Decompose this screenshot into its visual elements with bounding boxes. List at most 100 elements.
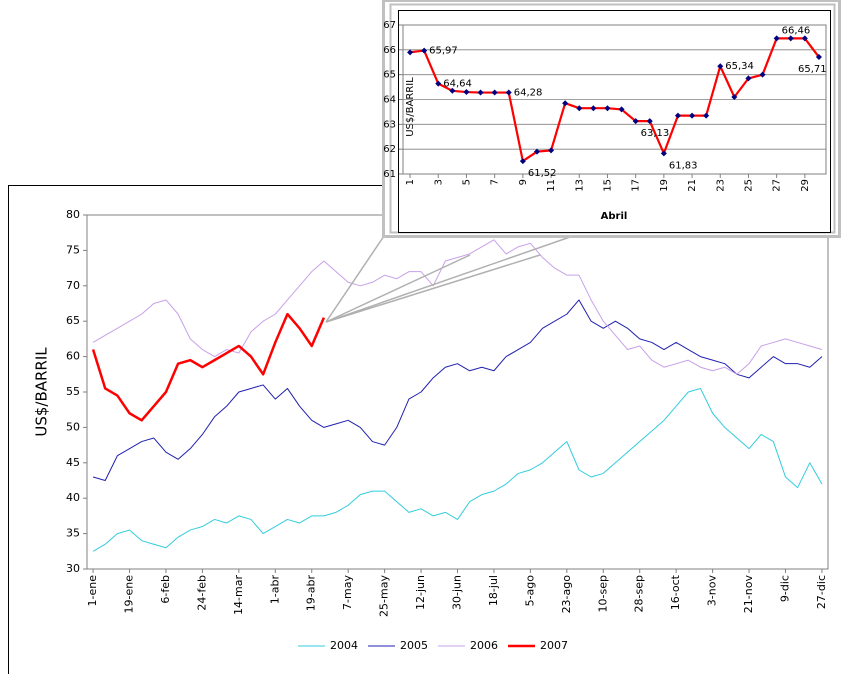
x-tick-label: 1-ene: [86, 575, 99, 607]
main-chart: 30 35 40 45 50 55 60 65 70 75 80 1-ene 19-ene 6-feb 24…: [66, 208, 828, 652]
x-tick-label: 9-dic: [778, 575, 791, 602]
x-tick-label: 6-feb: [159, 575, 172, 604]
x-tick-label: 13: [574, 179, 585, 192]
x-tick-label: 23: [715, 179, 726, 192]
callout-line: [325, 254, 541, 323]
x-tick-label: 27: [772, 179, 783, 192]
x-tick-label: 5-ago: [523, 575, 536, 607]
data-label: 64,28: [514, 88, 543, 99]
y-tick-label: 40: [66, 491, 80, 504]
x-tick-label: 18-jul: [487, 575, 500, 606]
x-tick-label: 1-abr: [268, 575, 281, 605]
data-label: 66,46: [782, 25, 811, 36]
callout: [325, 235, 571, 323]
point-marker: [435, 80, 442, 87]
data-label: 64,64: [443, 79, 472, 90]
data-label: 61,83: [669, 160, 698, 171]
point-marker: [533, 148, 540, 155]
legend-label: 2005: [400, 639, 428, 652]
x-tick-label: 7-may: [341, 575, 354, 610]
x-tick-label: 19: [659, 179, 670, 192]
point-marker: [407, 49, 414, 56]
y-tick-label: 45: [66, 456, 80, 469]
point-marker: [449, 87, 456, 94]
y-tick-label: 50: [66, 420, 80, 433]
point-marker: [773, 35, 780, 42]
point-marker: [463, 89, 470, 96]
point-marker: [519, 158, 526, 165]
point-marker: [703, 112, 710, 119]
x-tick-label: 25-may: [378, 575, 391, 617]
x-tick-label: 15: [602, 179, 613, 192]
data-label: 63,13: [641, 128, 670, 139]
x-tick-label: 27-dic: [815, 575, 828, 609]
data-label: 65,71: [798, 64, 827, 75]
x-tick-label: 3-nov: [706, 575, 719, 607]
point-marker: [505, 89, 512, 96]
x-tick-label: 29: [800, 179, 811, 192]
point-marker: [787, 35, 794, 42]
point-marker: [660, 150, 667, 157]
point-marker: [689, 112, 696, 119]
y-tick-label: 61: [383, 169, 396, 180]
y-tick-label: 67: [383, 20, 396, 31]
point-marker: [477, 89, 484, 96]
x-tick-label: 14-mar: [232, 575, 245, 615]
x-tick-label: 9: [518, 179, 529, 185]
point-marker: [745, 75, 752, 82]
x-tick-label: 11: [546, 179, 557, 192]
series-line: [92, 239, 823, 375]
callout-line: [325, 236, 571, 323]
x-tick-label: 23-ago: [560, 575, 573, 614]
series-line: [92, 299, 823, 481]
data-label: 61,52: [528, 168, 557, 179]
point-marker: [632, 118, 639, 125]
point-marker: [618, 106, 625, 113]
x-tick-label: 19-ene: [123, 575, 136, 614]
point-marker: [604, 105, 611, 112]
point-marker: [491, 89, 498, 96]
x-tick-label: 3: [433, 179, 444, 185]
series-line: [92, 387, 823, 552]
legend-label: 2006: [470, 639, 498, 652]
main-y-title: US$/BARRIL: [33, 347, 51, 437]
y-tick-label: 35: [66, 527, 80, 540]
x-tick-label: 1: [405, 179, 416, 185]
y-tick-label: 66: [383, 45, 396, 56]
y-tick-label: 62: [383, 144, 396, 155]
x-tick-label: 25: [743, 179, 754, 192]
point-marker: [576, 105, 583, 112]
point-marker: [674, 112, 681, 119]
point-marker: [731, 94, 738, 101]
x-tick-label: 5: [461, 179, 472, 185]
point-marker: [590, 105, 597, 112]
point-marker: [548, 147, 555, 154]
x-tick-label: 21-nov: [742, 575, 755, 614]
inset-y-title: US$/BARRIL: [405, 77, 416, 137]
x-tick-label: 19-abr: [305, 575, 318, 612]
x-tick-label: 10-sep: [596, 575, 609, 612]
y-tick-label: 75: [66, 243, 80, 256]
callout-line: [325, 235, 385, 323]
point-marker: [815, 54, 822, 61]
x-tick-label: 28-sep: [633, 575, 646, 612]
y-tick-label: 65: [383, 70, 396, 81]
y-tick-label: 64: [383, 95, 396, 106]
y-tick-label: 55: [66, 385, 80, 398]
y-tick-label: 63: [383, 119, 396, 130]
point-marker: [759, 71, 766, 78]
x-tick-label: 17: [631, 179, 642, 192]
point-marker: [421, 47, 428, 54]
callout-line: [325, 254, 471, 323]
main-plot-area: [86, 214, 829, 570]
data-label: 65,97: [429, 46, 458, 57]
legend-label: 2004: [330, 639, 358, 652]
x-tick-label: 7: [490, 179, 501, 185]
y-tick-label: 70: [66, 279, 80, 292]
point-marker: [801, 35, 808, 42]
x-tick-label: 30-jun: [451, 575, 464, 610]
x-tick-label: 12-jun: [414, 575, 427, 610]
point-marker: [562, 100, 569, 107]
